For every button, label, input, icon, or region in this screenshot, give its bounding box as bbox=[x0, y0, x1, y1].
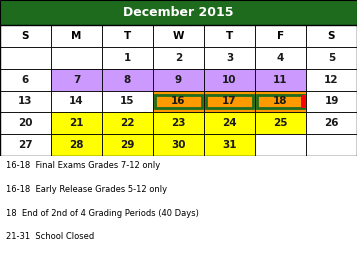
Bar bbox=[204, 69, 255, 91]
Bar bbox=[155, 95, 202, 108]
Bar bbox=[102, 25, 153, 47]
Bar bbox=[301, 95, 305, 108]
Bar bbox=[255, 112, 306, 134]
Bar bbox=[255, 91, 306, 112]
Bar bbox=[204, 134, 255, 156]
Bar bbox=[255, 25, 306, 47]
Bar bbox=[102, 91, 153, 112]
Bar bbox=[306, 134, 357, 156]
Text: 28: 28 bbox=[69, 140, 84, 150]
Bar bbox=[51, 25, 102, 47]
Text: 3: 3 bbox=[226, 53, 233, 63]
Bar bbox=[306, 112, 357, 134]
Text: 7: 7 bbox=[73, 75, 80, 85]
Text: 30: 30 bbox=[171, 140, 186, 150]
Text: F: F bbox=[277, 31, 284, 41]
Bar bbox=[0, 0, 357, 25]
Bar bbox=[206, 95, 253, 108]
Bar bbox=[306, 47, 357, 69]
Text: T: T bbox=[226, 31, 233, 41]
Bar bbox=[0, 47, 51, 69]
Bar bbox=[153, 112, 204, 134]
Text: 20: 20 bbox=[18, 118, 33, 128]
Text: 23: 23 bbox=[171, 118, 186, 128]
Bar bbox=[255, 47, 306, 69]
Text: 24: 24 bbox=[222, 118, 237, 128]
Bar bbox=[0, 25, 51, 47]
Text: 12: 12 bbox=[324, 75, 339, 85]
Text: 27: 27 bbox=[18, 140, 33, 150]
Text: 21-31  School Closed: 21-31 School Closed bbox=[6, 232, 95, 241]
Text: 10: 10 bbox=[222, 75, 237, 85]
Bar bbox=[0, 112, 51, 134]
Text: 29: 29 bbox=[120, 140, 135, 150]
Bar bbox=[306, 69, 357, 91]
Bar bbox=[0, 134, 51, 156]
Bar bbox=[0, 69, 51, 91]
Bar bbox=[51, 91, 102, 112]
Text: 16: 16 bbox=[171, 97, 186, 106]
Text: 11: 11 bbox=[273, 75, 288, 85]
Text: 13: 13 bbox=[18, 97, 33, 106]
Text: M: M bbox=[71, 31, 82, 41]
Text: 31: 31 bbox=[222, 140, 237, 150]
Text: S: S bbox=[328, 31, 335, 41]
Bar bbox=[51, 69, 102, 91]
Text: 5: 5 bbox=[328, 53, 335, 63]
Bar bbox=[204, 47, 255, 69]
Text: 26: 26 bbox=[324, 118, 339, 128]
Text: 18: 18 bbox=[273, 97, 288, 106]
Text: 19: 19 bbox=[324, 97, 339, 106]
Bar bbox=[102, 47, 153, 69]
Text: 15: 15 bbox=[120, 97, 135, 106]
Bar bbox=[102, 112, 153, 134]
Text: 9: 9 bbox=[175, 75, 182, 85]
Bar bbox=[204, 112, 255, 134]
Text: 25: 25 bbox=[273, 118, 288, 128]
Bar bbox=[153, 69, 204, 91]
Bar bbox=[204, 25, 255, 47]
Text: S: S bbox=[22, 31, 29, 41]
Text: 16-18  Final Exams Grades 7-12 only: 16-18 Final Exams Grades 7-12 only bbox=[6, 161, 161, 170]
Text: 4: 4 bbox=[277, 53, 284, 63]
Text: T: T bbox=[124, 31, 131, 41]
Text: 8: 8 bbox=[124, 75, 131, 85]
Bar bbox=[153, 91, 204, 112]
Text: 16-18  Early Release Grades 5-12 only: 16-18 Early Release Grades 5-12 only bbox=[6, 185, 167, 194]
Text: 22: 22 bbox=[120, 118, 135, 128]
Text: 14: 14 bbox=[69, 97, 84, 106]
Bar bbox=[204, 91, 255, 112]
Text: 1: 1 bbox=[124, 53, 131, 63]
Bar bbox=[0, 91, 51, 112]
Text: December 2015: December 2015 bbox=[123, 6, 234, 19]
Bar bbox=[153, 25, 204, 47]
Text: 2: 2 bbox=[175, 53, 182, 63]
Bar bbox=[51, 112, 102, 134]
Bar bbox=[306, 25, 357, 47]
Bar bbox=[255, 69, 306, 91]
Bar bbox=[257, 95, 305, 108]
Text: 21: 21 bbox=[69, 118, 84, 128]
Bar bbox=[102, 69, 153, 91]
Bar bbox=[153, 134, 204, 156]
Bar bbox=[255, 134, 306, 156]
Bar bbox=[306, 91, 357, 112]
Text: 17: 17 bbox=[222, 97, 237, 106]
Bar bbox=[51, 47, 102, 69]
Text: 6: 6 bbox=[22, 75, 29, 85]
Bar bbox=[0, 25, 357, 156]
Bar bbox=[153, 47, 204, 69]
Bar bbox=[51, 134, 102, 156]
Text: W: W bbox=[173, 31, 184, 41]
Text: 18  End of 2nd of 4 Grading Periods (40 Days): 18 End of 2nd of 4 Grading Periods (40 D… bbox=[6, 209, 199, 217]
Bar bbox=[102, 134, 153, 156]
